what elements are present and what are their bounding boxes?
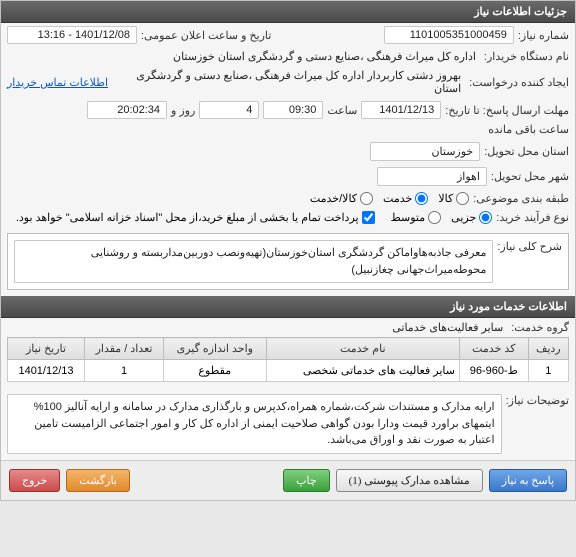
th-code: کد خدمت — [460, 338, 529, 360]
notes-text: ارایه مدارک و مستندات شرکت،شماره همراه،ک… — [7, 394, 502, 454]
td-row: 1 — [528, 360, 568, 382]
attachments-button[interactable]: مشاهده مدارک پیوستی (1) — [336, 469, 483, 492]
row-buyer-org: نام دستگاه خریدار: اداره کل میراث فرهنگی… — [1, 47, 575, 66]
button-bar: پاسخ به نیاز مشاهده مدارک پیوستی (1) چاپ… — [1, 460, 575, 500]
overview-panel: شرح کلی نیاز: معرفی جاذبه‌هاواماکن گردشگ… — [7, 233, 569, 290]
pt-note-check[interactable]: پرداخت تمام یا بخشی از مبلغ خرید،از محل … — [16, 211, 375, 224]
radio-jozi[interactable]: جزیی — [451, 211, 492, 224]
row-deadline: مهلت ارسال پاسخ: تا تاریخ: 1401/12/13 سا… — [1, 98, 575, 139]
buyer-contact-link[interactable]: اطلاعات تماس خریدار — [7, 76, 108, 89]
radio-kala-khadamat-label: کالا/خدمت — [310, 192, 357, 205]
exit-button[interactable]: خروج — [9, 469, 60, 492]
radio-khedmat[interactable]: خدمت — [383, 192, 428, 205]
table-header-row: ردیف کد خدمت نام خدمت واحد اندازه گیری ت… — [8, 338, 569, 360]
deadline-label: مهلت ارسال پاسخ: تا تاریخ: — [445, 104, 569, 117]
city-label: شهر محل تحویل: — [491, 170, 569, 183]
subject-cat-label: طبقه بندی موضوعی: — [473, 192, 569, 205]
th-row: ردیف — [528, 338, 568, 360]
countdown-value: 20:02:34 — [87, 101, 167, 119]
th-qty: تعداد / مقدار — [84, 338, 163, 360]
radio-jozi-input[interactable] — [479, 211, 492, 224]
row-city: شهر محل تحویل: اهواز — [1, 164, 575, 189]
radio-motavasset[interactable]: متوسط — [391, 211, 442, 224]
row-subject-cat: طبقه بندی موضوعی: کالا خدمت کالا/خدمت — [1, 189, 575, 208]
radio-kala-input[interactable] — [456, 192, 469, 205]
radio-motavasset-input[interactable] — [428, 211, 441, 224]
radio-kala[interactable]: کالا — [438, 192, 469, 205]
overview-text: معرفی جاذبه‌هاواماکن گردشگری استان‌خوزست… — [14, 240, 493, 283]
deadline-time: 09:30 — [263, 101, 323, 119]
table-row[interactable]: 1 ط-960-96 سایر فعالیت های خدماتی شخصی م… — [8, 360, 569, 382]
time-label-1: ساعت — [327, 104, 357, 117]
td-unit: مقطوع — [164, 360, 266, 382]
print-button[interactable]: چاپ — [283, 469, 330, 492]
radio-kala-label: کالا — [438, 192, 453, 205]
th-unit: واحد اندازه گیری — [164, 338, 266, 360]
announce-dt-label: تاریخ و ساعت اعلان عمومی: — [141, 29, 271, 42]
row-purchase-type: نوع فرآیند خرید: جزیی متوسط پرداخت تمام … — [1, 208, 575, 227]
radio-kala-khadamat-input[interactable] — [360, 192, 373, 205]
remaining-label: ساعت باقی مانده — [488, 123, 569, 136]
th-name: نام خدمت — [266, 338, 460, 360]
days-label: روز و — [171, 104, 195, 117]
radio-khedmat-label: خدمت — [383, 192, 412, 205]
details-panel-header: جزئیات اطلاعات نیاز — [1, 1, 575, 23]
pt-note-label: پرداخت تمام یا بخشی از مبلغ خرید،از محل … — [16, 211, 359, 224]
need-number-value: 1101005351000459 — [384, 26, 514, 44]
reply-button[interactable]: پاسخ به نیاز — [489, 469, 567, 492]
purchase-type-radios: جزیی متوسط — [391, 211, 493, 224]
td-code: ط-960-96 — [460, 360, 529, 382]
services-table: ردیف کد خدمت نام خدمت واحد اندازه گیری ت… — [7, 337, 569, 382]
deadline-date: 1401/12/13 — [361, 101, 441, 119]
overview-label: شرح کلی نیاز: — [497, 240, 562, 253]
row-request-creator: ایجاد کننده درخواست: بهروز دشتی کاربردار… — [1, 66, 575, 98]
purchase-type-label: نوع فرآیند خرید: — [496, 211, 569, 224]
services-panel-header: اطلاعات خدمات مورد نیاز — [1, 296, 575, 318]
td-date: 1401/12/13 — [8, 360, 85, 382]
province-label: استان محل تحویل: — [484, 145, 569, 158]
back-button[interactable]: بازگشت — [66, 469, 130, 492]
radio-kala-khadamat[interactable]: کالا/خدمت — [310, 192, 373, 205]
service-group-label: گروه خدمت: — [511, 321, 569, 334]
request-creator-label: ایجاد کننده درخواست: — [469, 76, 569, 89]
td-name: سایر فعالیت های خدماتی شخصی — [266, 360, 460, 382]
row-service-group: گروه خدمت: سایر فعالیت‌های خدماتی — [1, 318, 575, 337]
row-province: استان محل تحویل: خوزستان — [1, 139, 575, 164]
pt-note-checkbox[interactable] — [362, 211, 375, 224]
service-group-value: سایر فعالیت‌های خدماتی — [388, 321, 507, 334]
need-number-label: شماره نیاز: — [518, 29, 569, 42]
announce-dt-value: 1401/12/08 - 13:16 — [7, 26, 137, 44]
radio-motavasset-label: متوسط — [391, 211, 426, 224]
radio-khedmat-input[interactable] — [415, 192, 428, 205]
td-qty: 1 — [84, 360, 163, 382]
details-panel: جزئیات اطلاعات نیاز شماره نیاز: 11010053… — [0, 0, 576, 501]
radio-jozi-label: جزیی — [451, 211, 476, 224]
days-value: 4 — [199, 101, 259, 119]
th-date: تاریخ نیاز — [8, 338, 85, 360]
row-need-number: شماره نیاز: 1101005351000459 تاریخ و ساع… — [1, 23, 575, 47]
buyer-org-value: اداره کل میراث فرهنگی ،صنایع دستی و گردش… — [7, 50, 480, 63]
notes-label: توضیحات نیاز: — [506, 394, 569, 407]
row-notes: توضیحات نیاز: ارایه مدارک و مستندات شرکت… — [1, 388, 575, 460]
city-value: اهواز — [377, 167, 487, 186]
row-overview: شرح کلی نیاز: معرفی جاذبه‌هاواماکن گردشگ… — [8, 234, 568, 289]
buyer-org-label: نام دستگاه خریدار: — [484, 50, 569, 63]
province-value: خوزستان — [370, 142, 480, 161]
subject-cat-radios: کالا خدمت کالا/خدمت — [310, 192, 469, 205]
request-creator-value: بهروز دشتی کاربردار اداره کل میراث فرهنگ… — [112, 69, 465, 95]
